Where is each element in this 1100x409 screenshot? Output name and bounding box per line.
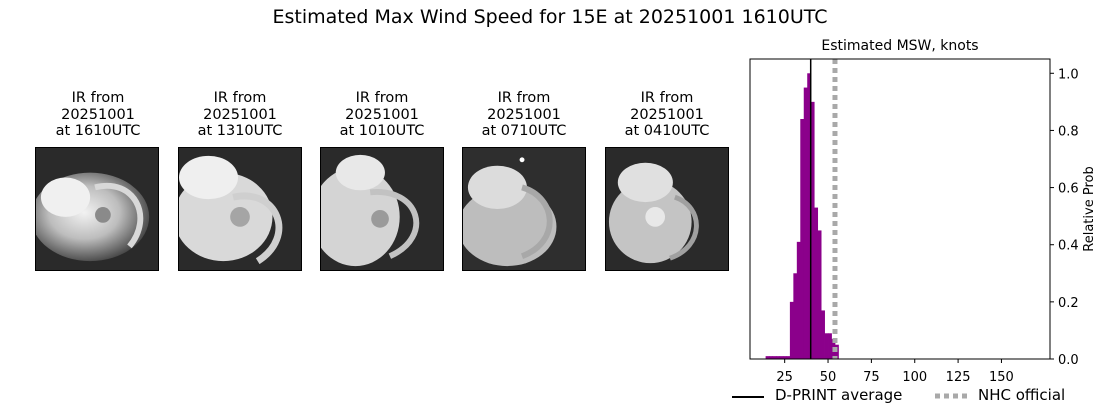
histogram-bar [769,356,773,359]
histogram-bar [821,310,825,359]
ir-satellite-image [320,147,444,271]
x-tick-label: 125 [946,370,971,385]
figure-title: Estimated Max Wind Speed for 15E at 2025… [272,6,828,28]
legend-dprint-average: D-PRINT average [775,386,903,404]
ir-panel-title: IR from 20251001 at 1310UTC [197,90,283,139]
histogram-bar [765,356,770,359]
ir-panel-title: IR from 20251001 at 0410UTC [624,90,710,139]
plot-frame [749,58,1051,360]
y-axis-label: Relative Prob [1082,166,1097,251]
histogram-bar [772,356,777,359]
ir-satellite-image [178,147,302,271]
histogram-bar [782,356,787,359]
histogram-bar [807,73,812,360]
ir-panel-title: IR from 20251001 at 1010UTC [339,90,425,139]
histogram-bars [765,73,839,360]
y-tick-label: 0.4 [1058,239,1079,254]
histogram-bar [810,101,815,359]
histogram-bar [789,301,794,359]
histogram-bar [814,207,819,359]
y-tick-label: 0.6 [1058,182,1079,197]
histogram-bar [786,356,791,359]
y-tick-label: 0.2 [1058,296,1079,311]
histogram-bar [800,119,805,359]
histogram-bar [817,230,822,359]
ir-panel-title: IR from 20251001 at 0710UTC [481,90,567,139]
solid-line-swatch [732,396,764,398]
histogram-bar [793,273,798,359]
histogram-bar [776,356,780,359]
legend-nhc-official: NHC official [978,386,1066,404]
ir-satellite-image [462,147,586,271]
histogram-bar [779,356,784,359]
y-tick-label: 0.0 [1058,353,1079,368]
histogram-bar [796,241,801,359]
ir-satellite-image [35,147,159,271]
x-tick-label: 150 [989,370,1014,385]
histogram-bar [824,333,829,359]
reference-lines [809,59,838,359]
x-axis: 25 50 75 100 125 150 [776,359,1014,385]
chart-title: Estimated MSW, knots [821,38,978,54]
x-tick-label: 50 [820,370,837,385]
y-axis: 0.0 0.2 0.4 0.6 0.8 1.0 [1050,67,1079,368]
ir-satellite-image [605,147,729,271]
ir-panel-title: IR from 20251001 at 1610UTC [55,90,141,139]
histogram-bar [803,87,808,360]
x-tick-label: 75 [863,370,880,385]
x-tick-label: 100 [902,370,927,385]
x-tick-label: 25 [776,370,793,385]
dotted-line-swatch [935,393,967,399]
histogram-bar [828,333,832,359]
y-tick-label: 1.0 [1058,67,1079,82]
y-tick-label: 0.8 [1058,124,1079,139]
